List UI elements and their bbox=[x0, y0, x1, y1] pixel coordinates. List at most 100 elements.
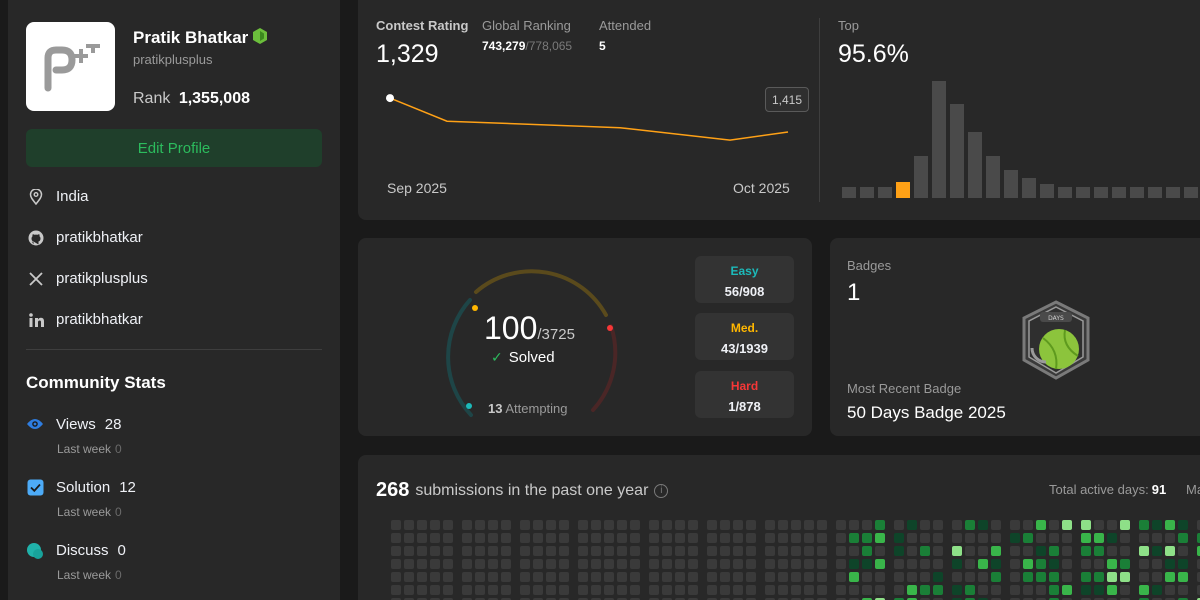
heatmap-cell bbox=[791, 585, 801, 595]
heatmap-cell bbox=[559, 546, 569, 556]
discuss-sub-label: Last week bbox=[57, 568, 112, 582]
heatmap-cell bbox=[1062, 546, 1072, 556]
hard-box[interactable]: Hard 1/878 bbox=[695, 371, 794, 418]
heatmap-cell bbox=[391, 572, 401, 582]
github-link[interactable]: pratikbhatkar bbox=[56, 229, 143, 246]
heatmap-cell bbox=[933, 533, 943, 543]
linkedin-icon bbox=[28, 312, 44, 328]
histogram-bar[interactable] bbox=[932, 81, 946, 198]
heatmap-cell bbox=[475, 533, 485, 543]
histogram-bar[interactable] bbox=[1040, 184, 1054, 198]
heatmap-cell bbox=[475, 520, 485, 530]
heatmap-cell bbox=[520, 585, 530, 595]
histogram-bar[interactable] bbox=[1112, 187, 1126, 198]
heatmap-cell bbox=[1178, 559, 1188, 569]
heatmap-cell bbox=[1023, 572, 1033, 582]
heatmap-cell bbox=[1023, 520, 1033, 530]
heatmap-cell bbox=[417, 533, 427, 543]
heatmap-cell bbox=[430, 572, 440, 582]
heatmap-cell bbox=[849, 572, 859, 582]
heatmap-cell bbox=[591, 533, 601, 543]
histogram-bar[interactable] bbox=[1004, 170, 1018, 198]
heatmap-cell bbox=[1010, 585, 1020, 595]
heatmap-cell bbox=[804, 559, 814, 569]
linkedin-link[interactable]: pratikbhatkar bbox=[56, 311, 143, 328]
heatmap-cell bbox=[778, 572, 788, 582]
hard-label: Hard bbox=[730, 379, 759, 393]
heatmap-cell bbox=[746, 546, 756, 556]
heatmap-cell bbox=[791, 559, 801, 569]
heatmap-cell bbox=[1197, 520, 1200, 530]
location-pin-icon bbox=[28, 188, 44, 205]
histogram-bar[interactable] bbox=[1094, 187, 1108, 198]
histogram-bar[interactable] bbox=[1076, 187, 1090, 198]
heatmap-cell bbox=[1036, 559, 1046, 569]
heatmap-cell bbox=[1094, 546, 1104, 556]
heatmap-cell bbox=[1049, 520, 1059, 530]
total-active-label: Total active days: bbox=[1049, 482, 1149, 497]
heatmap-cell bbox=[546, 520, 556, 530]
histogram-bar[interactable] bbox=[1148, 187, 1162, 198]
heatmap-cell bbox=[720, 520, 730, 530]
heatmap-cell bbox=[578, 585, 588, 595]
info-icon[interactable]: i bbox=[654, 483, 669, 498]
heatmap-cell bbox=[488, 559, 498, 569]
heatmap-cell bbox=[875, 572, 885, 582]
solution-delta: 0 bbox=[115, 505, 122, 519]
heatmap-cell bbox=[604, 533, 614, 543]
attempting-row: 13 Attempting bbox=[488, 401, 568, 416]
histogram-bar[interactable] bbox=[986, 156, 1000, 198]
heatmap-cell bbox=[520, 559, 530, 569]
histogram-bar[interactable] bbox=[1058, 187, 1072, 198]
heatmap-cell bbox=[1094, 520, 1104, 530]
profile-username: pratikplusplus bbox=[133, 52, 213, 67]
fifty-days-badge-icon[interactable]: DAYS bbox=[1018, 298, 1094, 382]
github-row[interactable]: pratikbhatkar bbox=[28, 229, 143, 246]
histogram-bar[interactable] bbox=[842, 187, 856, 198]
submissions-text: submissions in the past one year bbox=[415, 481, 649, 499]
heatmap-cell bbox=[862, 572, 872, 582]
linkedin-row[interactable]: pratikbhatkar bbox=[28, 311, 143, 328]
twitter-row[interactable]: pratikplusplus bbox=[28, 270, 148, 287]
heatmap-cell bbox=[920, 533, 930, 543]
heatmap-cell bbox=[1094, 559, 1104, 569]
heatmap-cell bbox=[488, 533, 498, 543]
heatmap-cell bbox=[1081, 585, 1091, 595]
histogram-bar[interactable] bbox=[950, 104, 964, 198]
heatmap-cell bbox=[430, 520, 440, 530]
histogram-bar[interactable] bbox=[1130, 187, 1144, 198]
histogram-bar[interactable] bbox=[878, 187, 892, 198]
histogram-bar[interactable] bbox=[914, 156, 928, 198]
heatmap-cell bbox=[933, 572, 943, 582]
heatmap-cell bbox=[862, 546, 872, 556]
solved-progress-ring[interactable] bbox=[438, 260, 628, 420]
heatmap-cell bbox=[991, 559, 1001, 569]
heatmap-cell bbox=[675, 520, 685, 530]
histogram-bar[interactable] bbox=[1022, 178, 1036, 198]
histogram-bar[interactable] bbox=[896, 182, 910, 198]
histogram-bar[interactable] bbox=[1184, 187, 1198, 198]
histogram-bar[interactable] bbox=[1166, 187, 1180, 198]
heatmap-cell bbox=[907, 585, 917, 595]
histogram-bar[interactable] bbox=[860, 187, 874, 198]
submission-heatmap[interactable] bbox=[358, 455, 1200, 600]
heatmap-cell bbox=[559, 533, 569, 543]
heatmap-cell bbox=[443, 546, 453, 556]
heatmap-cell bbox=[1178, 533, 1188, 543]
medium-box[interactable]: Med. 43/1939 bbox=[695, 313, 794, 360]
edit-profile-button[interactable]: Edit Profile bbox=[26, 129, 322, 167]
heatmap-cell bbox=[733, 546, 743, 556]
rating-line-chart[interactable] bbox=[358, 0, 818, 220]
heatmap-cell bbox=[1062, 585, 1072, 595]
avatar[interactable] bbox=[26, 22, 115, 111]
heatmap-cell bbox=[952, 520, 962, 530]
heatmap-cell bbox=[920, 585, 930, 595]
heatmap-cell bbox=[1165, 572, 1175, 582]
heatmap-cell bbox=[578, 572, 588, 582]
x-twitter-icon bbox=[28, 271, 44, 287]
histogram-bar[interactable] bbox=[968, 132, 982, 198]
twitter-link[interactable]: pratikplusplus bbox=[56, 270, 148, 287]
heatmap-cell bbox=[991, 520, 1001, 530]
easy-box[interactable]: Easy 56/908 bbox=[695, 256, 794, 303]
heatmap-cell bbox=[688, 585, 698, 595]
